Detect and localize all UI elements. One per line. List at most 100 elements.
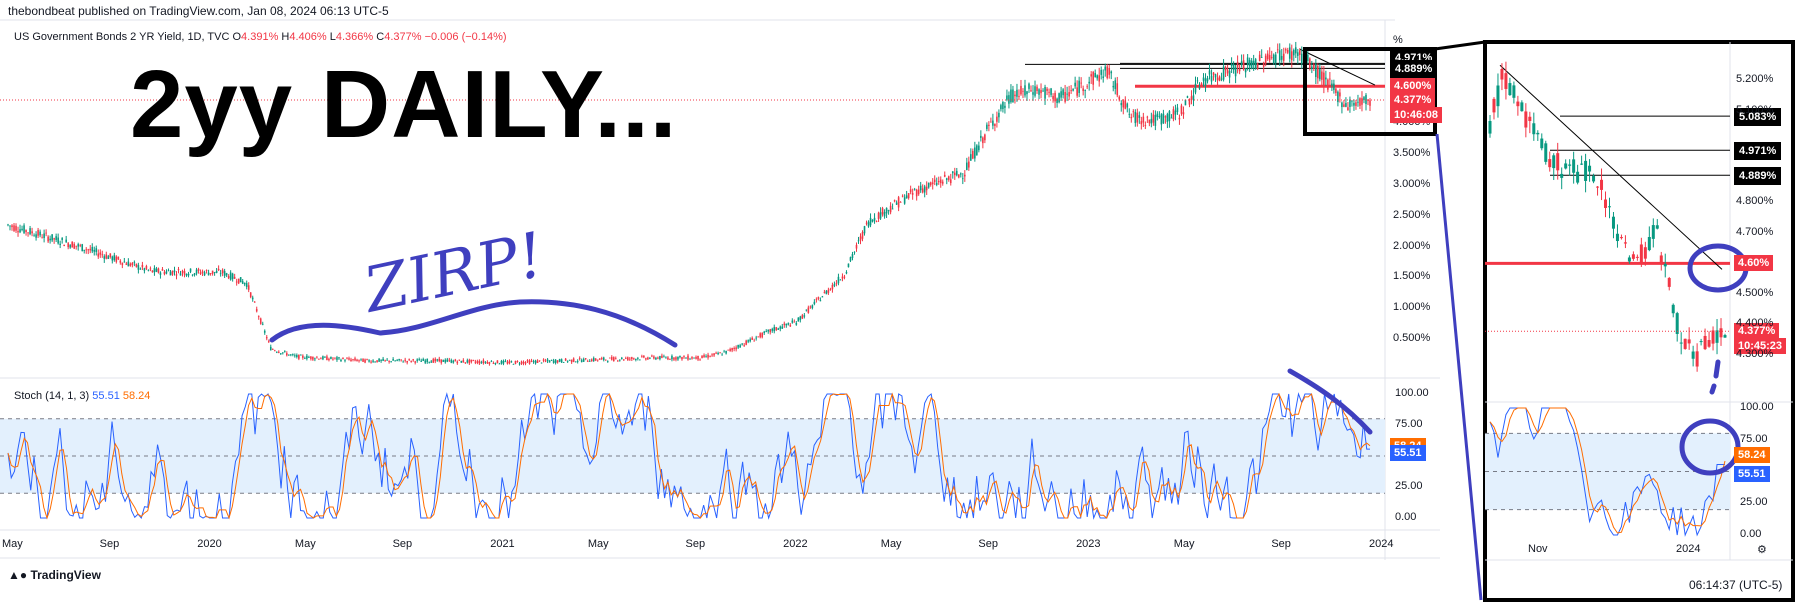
close-label: C (376, 31, 385, 43)
candle-body (380, 359, 382, 361)
candle-body (1140, 121, 1143, 125)
candle-body (173, 270, 176, 273)
candle-body (207, 272, 210, 276)
candle-body (1311, 66, 1313, 69)
candle-body (659, 356, 661, 360)
candle-body (731, 347, 733, 351)
candle-body (799, 316, 802, 320)
candle-body (1202, 77, 1205, 81)
candle-body (703, 355, 705, 358)
candle-body (121, 262, 124, 266)
candle-body (827, 289, 830, 293)
candle-body (516, 361, 519, 363)
candle-body (651, 355, 653, 357)
candle-body (1317, 65, 1319, 79)
candle-body (498, 363, 501, 365)
candle-body (1034, 86, 1036, 96)
candle-body (378, 358, 380, 362)
candle-body (81, 244, 84, 252)
inset-candle-body (1504, 73, 1508, 89)
candle-body (444, 359, 447, 363)
candle-body (93, 249, 96, 252)
candle-body (157, 268, 160, 273)
candle-body (59, 243, 61, 245)
candle-body (243, 282, 246, 285)
candle-body (879, 212, 882, 219)
inset-candle-body (1492, 98, 1496, 113)
candle-body (1240, 61, 1243, 66)
candle-body (183, 271, 186, 275)
candle-body (1068, 92, 1070, 97)
candle-body (1104, 66, 1107, 71)
candle-body (759, 333, 762, 338)
candle-body (923, 186, 926, 193)
candle-body (364, 359, 366, 363)
candle-body (1082, 88, 1084, 92)
candle-body (643, 355, 645, 358)
candle-body (43, 233, 45, 239)
candle-body (564, 358, 567, 361)
candle-body (1210, 75, 1213, 82)
candle-body (771, 328, 774, 331)
candle-body (11, 225, 13, 228)
candle-body (588, 360, 591, 362)
candle-body (1307, 54, 1309, 62)
candle-body (641, 356, 643, 358)
inset-candle-body (1699, 341, 1703, 343)
candle-body (627, 357, 629, 361)
candle-body (185, 273, 188, 276)
candle-body (213, 272, 216, 273)
candle-body (663, 356, 665, 358)
candle-body (739, 345, 741, 348)
candle-body (101, 254, 104, 256)
candle-body (1357, 101, 1359, 103)
candle-body (368, 360, 370, 362)
candle-body (657, 357, 659, 359)
candle-body (556, 360, 559, 363)
candle-body (1148, 119, 1151, 124)
candle-body (1146, 116, 1149, 118)
candle-body (681, 357, 683, 360)
candle-body (1355, 102, 1357, 106)
candle-body (1086, 86, 1088, 88)
candle-body (1226, 69, 1229, 74)
candle-body (1230, 63, 1233, 66)
candle-body (296, 354, 298, 357)
candle-body (506, 361, 509, 364)
candle-body (691, 357, 693, 359)
candle-body (833, 284, 836, 286)
candle-body (464, 362, 467, 364)
candle-body (811, 305, 814, 309)
candle-body (1178, 117, 1181, 120)
candle-body (775, 327, 778, 330)
candle-body (805, 309, 808, 311)
candle-body (1026, 91, 1028, 95)
candle-body (1050, 88, 1052, 95)
candle-body (149, 268, 152, 270)
candle-body (139, 268, 142, 270)
open-label: O (232, 31, 242, 43)
candle-body (767, 329, 770, 332)
candle-body (889, 205, 892, 213)
candle-body (1194, 83, 1197, 93)
inset-candle-body (1576, 171, 1580, 183)
candle-body (123, 261, 126, 263)
candle-body (1014, 94, 1016, 97)
candle-body (31, 231, 33, 234)
candle-body (807, 307, 810, 313)
candle-body (554, 359, 557, 363)
candle-body (1216, 77, 1219, 81)
candle-body (251, 297, 254, 300)
candle-body (1022, 90, 1024, 92)
candle-body (360, 358, 362, 360)
candle-body (79, 244, 82, 246)
candle-body (1242, 60, 1245, 70)
candle-body (273, 350, 276, 352)
candle-body (1313, 64, 1315, 69)
candle-body (972, 150, 974, 159)
candle-body (1192, 95, 1195, 101)
candle-body (1236, 61, 1239, 68)
candle-body (452, 360, 455, 363)
inset-candle-body (1604, 199, 1608, 208)
candle-body (903, 197, 906, 204)
